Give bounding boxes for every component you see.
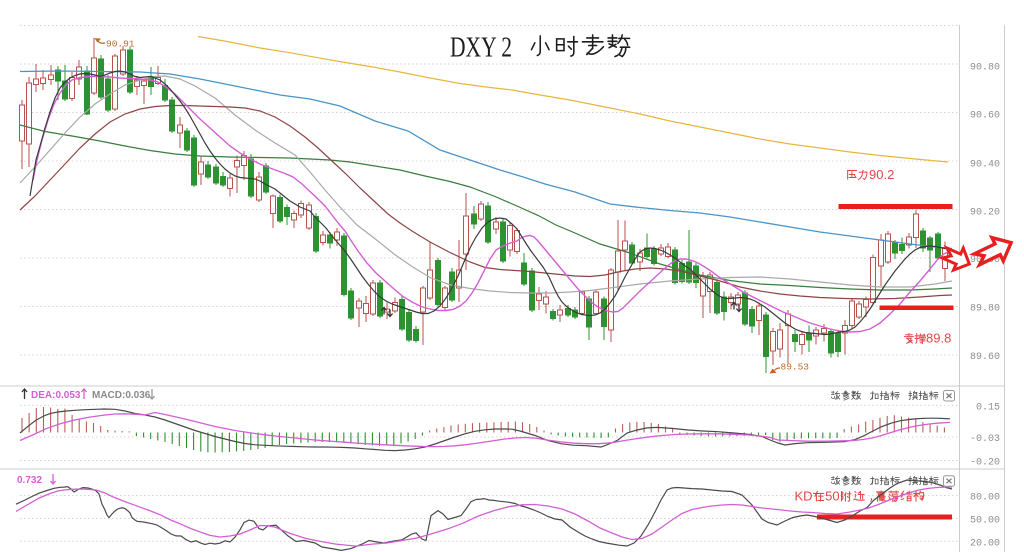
svg-text:89.60: 89.60 [970, 352, 1000, 363]
svg-text:-0.03: -0.03 [970, 434, 1000, 445]
svg-text:90.91: 90.91 [106, 39, 135, 50]
svg-text:90.60: 90.60 [970, 111, 1000, 122]
svg-text:50.00: 50.00 [970, 516, 1000, 527]
svg-text:90.20: 90.20 [970, 208, 1000, 219]
svg-text:89.8: 89.8 [926, 331, 951, 346]
svg-text:0.15: 0.15 [976, 402, 1000, 413]
svg-text:90.80: 90.80 [970, 63, 1000, 74]
svg-text:DEA:0.053: DEA:0.053 [31, 390, 81, 401]
svg-text:89.53: 89.53 [781, 362, 810, 373]
svg-text:50: 50 [825, 489, 839, 504]
svg-text:KD: KD [795, 489, 813, 504]
svg-text:89.80: 89.80 [970, 304, 1000, 315]
svg-text:MACD:0.036: MACD:0.036 [92, 390, 151, 401]
svg-text:90.2: 90.2 [869, 167, 894, 182]
svg-text:0.732: 0.732 [17, 475, 42, 486]
svg-text:-0.20: -0.20 [970, 458, 1000, 469]
svg-text:80.00: 80.00 [970, 493, 1000, 504]
svg-text:90.40: 90.40 [970, 160, 1000, 171]
svg-text:20.00: 20.00 [970, 538, 1000, 549]
svg-text:DXY 2: DXY 2 [450, 32, 512, 64]
